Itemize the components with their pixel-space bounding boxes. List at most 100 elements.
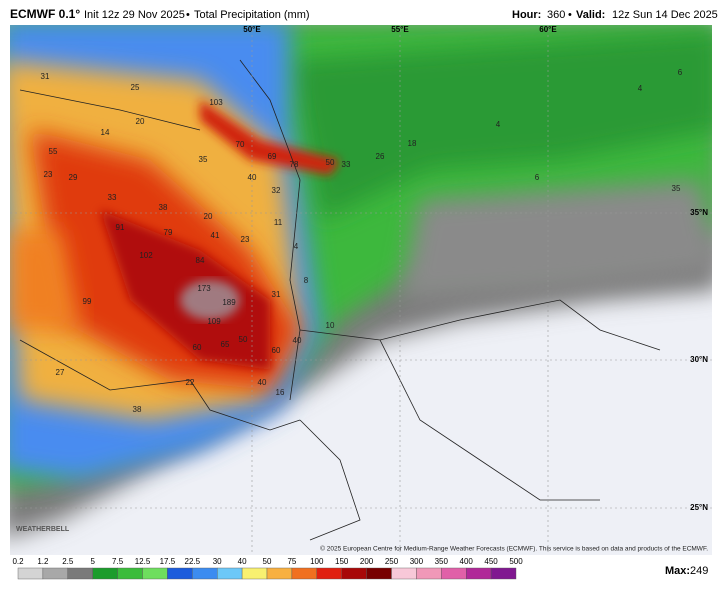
- grid-labels: 50°E 55°E 60°E 35°N 30°N 25°N: [243, 25, 708, 512]
- graticule: [10, 25, 712, 555]
- value-label: 20: [136, 117, 145, 126]
- value-label: 50: [239, 335, 248, 344]
- legend-swatch: [167, 567, 193, 580]
- value-label: 60: [272, 346, 281, 355]
- value-label: 4: [638, 84, 643, 93]
- value-label: 33: [342, 160, 351, 169]
- value-label: 79: [164, 228, 173, 237]
- value-label: 16: [276, 388, 285, 397]
- value-label: 11: [274, 218, 283, 227]
- value-label: 18: [408, 139, 417, 148]
- legend-tick: 22.5: [185, 557, 201, 566]
- legend-swatch: [266, 567, 293, 580]
- legend-tick: 50: [263, 557, 272, 566]
- value-label: 109: [207, 317, 221, 326]
- bullet: •: [568, 9, 572, 21]
- value-label: 38: [133, 405, 142, 414]
- value-label: 20: [204, 212, 213, 221]
- value-label: 23: [44, 170, 53, 179]
- legend-swatch: [192, 567, 218, 580]
- credit: © 2025 European Centre for Medium-Range …: [320, 545, 708, 553]
- legend-tick: 30: [213, 557, 222, 566]
- legend-tick: 300: [410, 557, 424, 566]
- value-label: 102: [139, 251, 153, 260]
- hour-label: Hour:: [512, 9, 541, 21]
- max-value: 249: [690, 565, 708, 577]
- value-label: 35: [199, 155, 208, 164]
- legend-tick: 350: [435, 557, 449, 566]
- value-label: 23: [241, 235, 250, 244]
- legend-tick: 450: [484, 557, 498, 566]
- value-label: 33: [108, 193, 117, 202]
- legend-swatch: [416, 567, 442, 580]
- value-label: 22: [186, 378, 195, 387]
- value-label: 31: [41, 72, 50, 81]
- value-label: 70: [236, 140, 245, 149]
- grid-label: 50°E: [243, 25, 261, 34]
- value-label: 4: [496, 120, 501, 129]
- value-label: 91: [116, 223, 125, 232]
- legend-tick: 5: [90, 557, 95, 566]
- value-label: 6: [535, 173, 540, 182]
- legend-swatch: [216, 567, 243, 580]
- legend-swatch: [366, 567, 392, 580]
- value-label: 35: [672, 184, 681, 193]
- bullet: •: [186, 9, 190, 21]
- legend-swatch: [241, 567, 268, 580]
- legend-tick: 12.5: [135, 557, 151, 566]
- grid-label: 55°E: [391, 25, 409, 34]
- value-label: 8: [304, 276, 309, 285]
- legend-swatch: [67, 567, 93, 580]
- legend-swatch: [391, 567, 417, 580]
- borders: [19, 59, 661, 541]
- legend-swatch: [441, 567, 467, 580]
- hour: 360: [547, 9, 565, 21]
- legend-swatch: [92, 567, 118, 580]
- value-label: 40: [293, 336, 302, 345]
- value-label: 38: [159, 203, 168, 212]
- field: Total Precipitation (mm): [194, 9, 310, 21]
- max-label: Max:: [665, 565, 690, 577]
- legend-tick: 40: [238, 557, 247, 566]
- model: ECMWF 0.1°: [10, 7, 80, 21]
- grid-label: 60°E: [539, 25, 557, 34]
- legend-tick: 1.2: [37, 557, 49, 566]
- value-label: 6: [678, 68, 683, 77]
- legend: 0.2 1.2 2.5 5 7.5 12.5 17.5 22.5 30 40 50 75 100 150 2…: [12, 557, 523, 580]
- legend-tick: 100: [310, 557, 324, 566]
- legend-tick: 500: [509, 557, 523, 566]
- init: Init 12z 29 Nov 2025: [84, 9, 185, 21]
- legend-swatch: [142, 567, 168, 580]
- grid-label: 35°N: [690, 208, 708, 217]
- value-label: 173: [197, 284, 211, 293]
- value-label: 84: [196, 256, 205, 265]
- logo: WEATHERBELL: [16, 526, 70, 533]
- value-label: 31: [272, 290, 281, 299]
- legend-swatch: [316, 567, 342, 580]
- legend-tick: 2.5: [62, 557, 74, 566]
- value-label: 60: [193, 343, 202, 352]
- precip-field: [10, 25, 712, 537]
- value-label: 10: [326, 321, 335, 330]
- header: ECMWF 0.1° Init 12z 29 Nov 2025 • Total …: [10, 7, 718, 21]
- grid-label: 25°N: [690, 503, 708, 512]
- legend-tick: 7.5: [112, 557, 124, 566]
- value-label: 55: [49, 147, 58, 156]
- legend-tick: 150: [335, 557, 349, 566]
- grid-label: 30°N: [690, 355, 708, 364]
- valid: 12z Sun 14 Dec 2025: [612, 9, 718, 21]
- valid-label: Valid:: [576, 9, 605, 21]
- value-label: 27: [56, 368, 65, 377]
- value-label: 99: [83, 297, 92, 306]
- legend-swatch: [291, 567, 317, 580]
- value-label: 41: [211, 231, 220, 240]
- value-label: 103: [209, 98, 223, 107]
- legend-swatch: [42, 567, 69, 580]
- value-label: 25: [131, 83, 140, 92]
- value-label: 14: [101, 128, 110, 137]
- value-label: 69: [268, 152, 277, 161]
- value-label: 40: [248, 173, 257, 182]
